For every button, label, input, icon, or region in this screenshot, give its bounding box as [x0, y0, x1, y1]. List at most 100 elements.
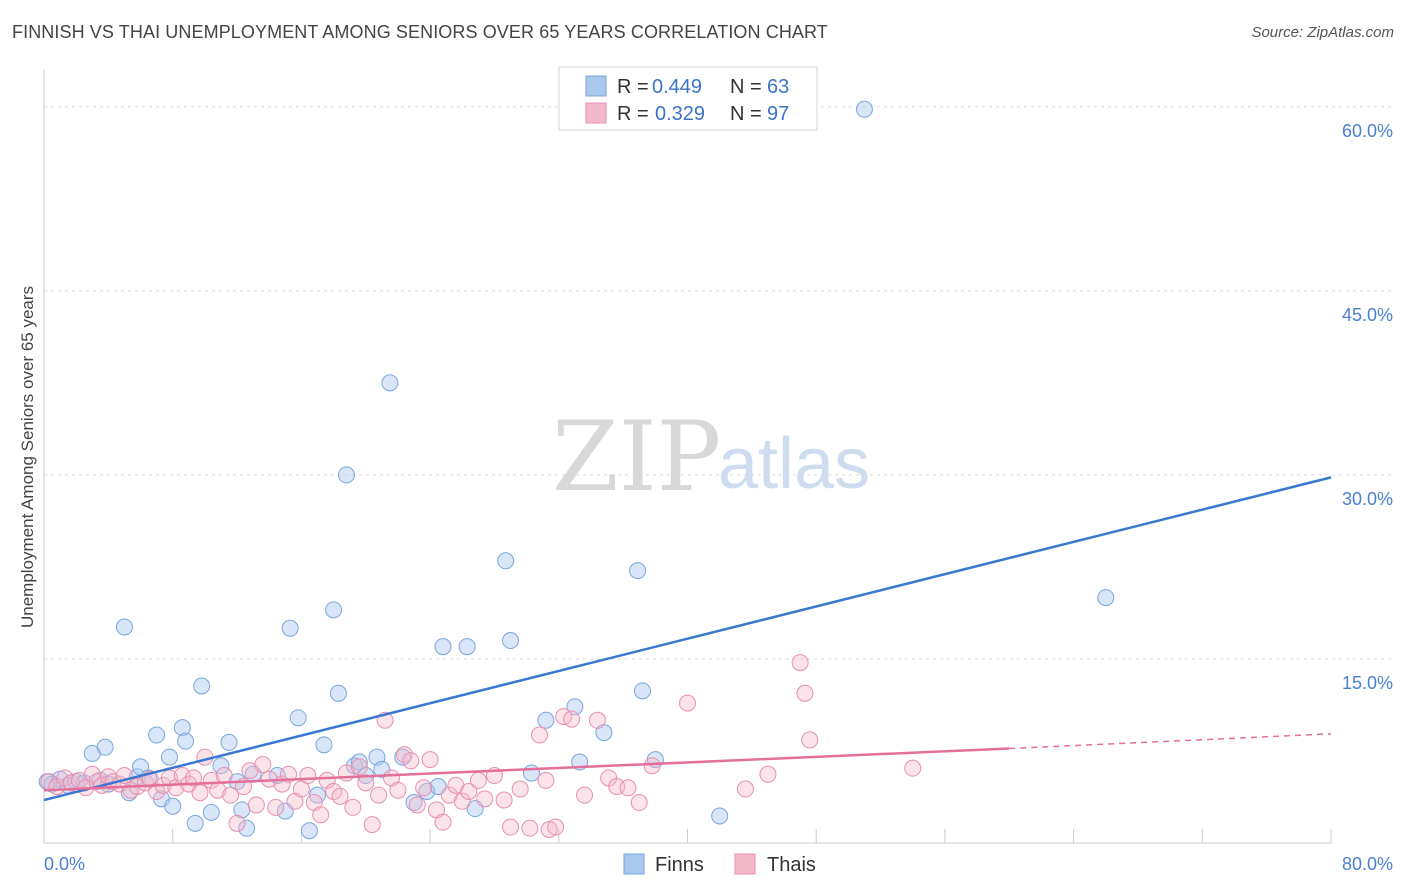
thais-point-93: [904, 759, 922, 777]
thais-point-85: [630, 794, 648, 812]
thais-point-81: [588, 711, 606, 729]
finns-point-65: [1097, 589, 1115, 607]
finns-point-44: [373, 760, 391, 778]
finns-point-50: [434, 638, 452, 656]
thais-point-30: [228, 814, 246, 832]
legend-swatch-finns: [585, 75, 607, 97]
thais-point-57: [402, 752, 420, 770]
thais-point-90: [791, 654, 809, 672]
finns-point-61: [633, 682, 651, 700]
grid-lines: [44, 106, 1393, 660]
thais-point-46: [331, 787, 349, 805]
finns-point-47: [405, 794, 423, 812]
thais-point-79: [563, 710, 581, 728]
thais-point-24: [191, 784, 209, 802]
thais-point-73: [521, 819, 539, 837]
finns-point-39: [337, 466, 355, 484]
finns-point-37: [325, 601, 343, 619]
finns-point-23: [202, 803, 220, 821]
thais-point-29: [222, 786, 240, 804]
thais-point-80: [576, 786, 594, 804]
thais-point-89: [759, 765, 777, 783]
axes: [43, 70, 1332, 844]
tick-labels: 15.0% 30.0% 45.0% 60.0% 0.0% 80.0%: [44, 121, 1393, 874]
legend-finns-n-value: 63: [767, 76, 789, 98]
legend-thais-n-label: N =: [730, 103, 762, 125]
thais-point-75: [537, 771, 555, 789]
finns-point-56: [537, 711, 555, 729]
thais-point-65: [453, 792, 471, 810]
thais-point-56: [395, 746, 413, 764]
chart-title: FINNISH VS THAI UNEMPLOYMENT AMONG SENIO…: [12, 22, 828, 42]
thais-point-74: [530, 726, 548, 744]
watermark-zip: ZIP: [552, 401, 721, 513]
finns-point-38: [329, 684, 347, 702]
finns-point-20: [177, 732, 195, 750]
finns-point-36: [315, 736, 333, 754]
thais-point-33: [247, 796, 265, 814]
bottom-legend-thais: Thais: [767, 854, 816, 876]
finns-point-21: [186, 814, 204, 832]
thais-point-86: [643, 757, 661, 775]
finns-point-32: [281, 619, 299, 637]
thais-point-91: [796, 684, 814, 702]
thais-point-49: [350, 758, 368, 776]
thais-point-34: [254, 755, 272, 773]
x-tick-label-min: 0.0%: [44, 854, 85, 874]
thais-point-44: [318, 771, 336, 789]
thais-point-60: [421, 751, 439, 769]
finns-point-25: [220, 733, 238, 751]
thais-point-62: [434, 813, 452, 831]
thais-point-92: [801, 731, 819, 749]
finns-point-64: [855, 100, 873, 118]
thais-point-66: [460, 782, 478, 800]
finns-point-60: [629, 562, 647, 580]
finns-point-53: [497, 552, 515, 570]
bottom-legend-swatch-thais: [734, 853, 756, 875]
y-tick-label-2: 45.0%: [1342, 305, 1393, 325]
y-tick-label-0: 15.0%: [1342, 673, 1393, 693]
y-axis-label: Unemployment Among Seniors over 65 years: [18, 286, 37, 628]
thais-point-50: [357, 774, 375, 792]
finns-point-19: [173, 719, 191, 737]
x-tick-label-max: 80.0%: [1342, 854, 1393, 874]
thais-point-72: [511, 780, 529, 798]
finns-point-51: [458, 638, 476, 656]
finns-point-33: [289, 709, 307, 727]
y-tick-label-1: 30.0%: [1342, 489, 1393, 509]
legend-finns-r-label: R =: [617, 76, 649, 98]
bottom-legend-finns: Finns: [655, 854, 704, 876]
finns-point-15: [148, 726, 166, 744]
finns-point-28: [238, 819, 256, 837]
finns-point-63: [711, 807, 729, 825]
watermark-atlas: atlas: [718, 424, 870, 504]
watermark: ZIP atlas: [552, 401, 870, 513]
legend-box: R = 0.449 N = 63 R = 0.329 N = 97: [558, 66, 818, 131]
legend-finns-r-value: 0.449: [652, 76, 702, 98]
thais-point-71: [502, 818, 520, 836]
legend-thais-n-value: 97: [767, 103, 789, 125]
finns-point-22: [193, 677, 211, 695]
thais-point-58: [408, 796, 426, 814]
legend-finns-n-label: N =: [730, 76, 762, 98]
finns-point-17: [160, 748, 178, 766]
thais-point-51: [363, 816, 381, 834]
legend-thais-r-label: R =: [617, 103, 649, 125]
finns-point-54: [502, 632, 520, 650]
trend-lines: [43, 476, 1332, 802]
finns-point-24: [212, 757, 230, 775]
thais-point-52: [370, 786, 388, 804]
thais-point-55: [389, 781, 407, 799]
thais-point-88: [736, 780, 754, 798]
y-tick-label-3: 60.0%: [1342, 121, 1393, 141]
thais-point-43: [312, 806, 330, 824]
thais-point-17: [148, 782, 166, 800]
thais-point-77: [547, 818, 565, 836]
finns-point-55: [522, 764, 540, 782]
thais-point-67: [469, 771, 487, 789]
finns-trend-line: [43, 476, 1332, 802]
finns-point-45: [381, 374, 399, 392]
thais-trend-line: [43, 747, 1010, 792]
legend-thais-r-value: 0.329: [655, 103, 705, 125]
